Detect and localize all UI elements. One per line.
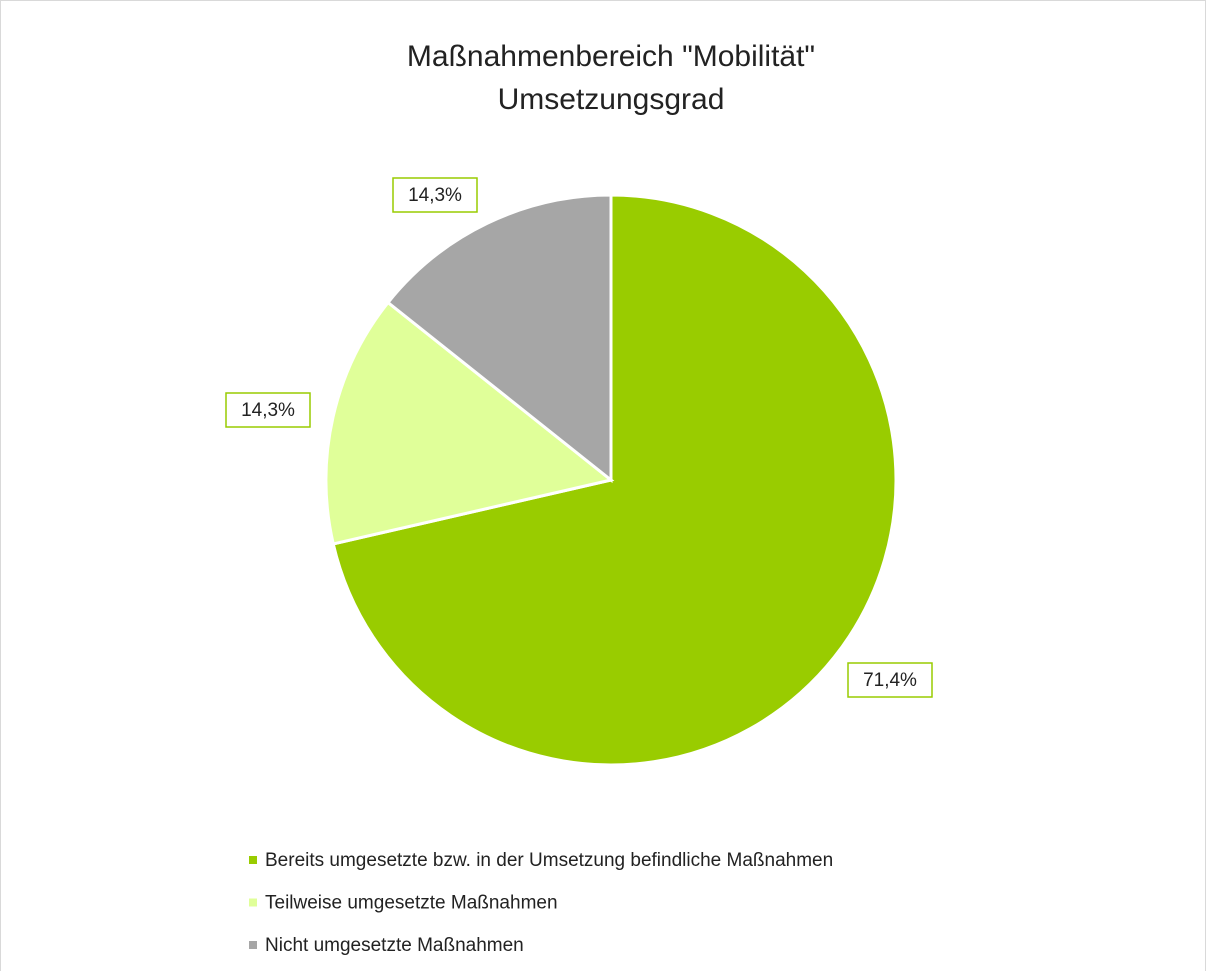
data-label-box (225, 392, 311, 428)
data-label-box (392, 177, 478, 213)
legend-marker (249, 941, 257, 949)
legend-label: Nicht umgesetzte Maßnahmen (265, 935, 524, 956)
data-label: 14,3% (241, 400, 295, 421)
legend-label: Teilweise umgesetzte Maßnahmen (265, 893, 558, 914)
data-label: 14,3% (408, 185, 462, 206)
pie-slice (331, 193, 898, 767)
legend-marker (249, 898, 257, 907)
legend-marker (249, 856, 257, 864)
data-label: 71,4% (863, 670, 917, 691)
pie-slice (324, 300, 615, 546)
chart-title: Umsetzungsgrad (498, 83, 725, 116)
pie-slice (385, 193, 613, 484)
legend-label: Bereits umgesetzte bzw. in der Umsetzung… (265, 850, 833, 871)
chart-title: Maßnahmenbereich "Mobilität" (407, 40, 815, 73)
data-label-box (847, 662, 933, 698)
